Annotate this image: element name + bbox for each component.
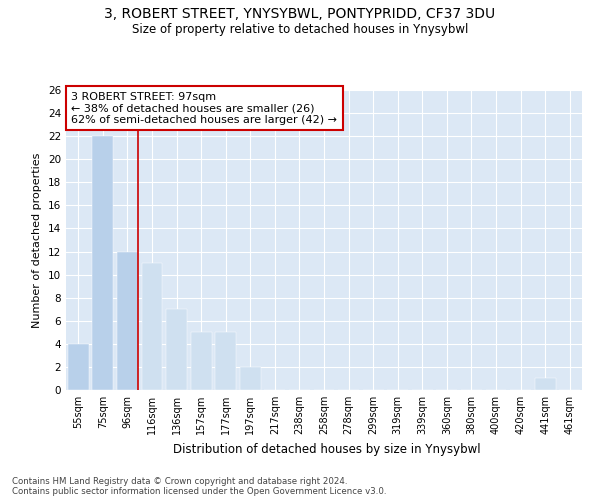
Text: Contains HM Land Registry data © Crown copyright and database right 2024.: Contains HM Land Registry data © Crown c…	[12, 478, 347, 486]
Bar	[166, 309, 187, 390]
Bar	[117, 252, 138, 390]
Bar	[535, 378, 556, 390]
Text: Distribution of detached houses by size in Ynysybwl: Distribution of detached houses by size …	[173, 442, 481, 456]
Text: 3, ROBERT STREET, YNYSYBWL, PONTYPRIDD, CF37 3DU: 3, ROBERT STREET, YNYSYBWL, PONTYPRIDD, …	[104, 8, 496, 22]
Text: Size of property relative to detached houses in Ynysybwl: Size of property relative to detached ho…	[132, 22, 468, 36]
Text: 3 ROBERT STREET: 97sqm
← 38% of detached houses are smaller (26)
62% of semi-det: 3 ROBERT STREET: 97sqm ← 38% of detached…	[71, 92, 337, 124]
Text: Contains public sector information licensed under the Open Government Licence v3: Contains public sector information licen…	[12, 488, 386, 496]
Bar	[92, 136, 113, 390]
Bar	[68, 344, 89, 390]
Bar	[240, 367, 261, 390]
Bar	[191, 332, 212, 390]
Bar	[215, 332, 236, 390]
Y-axis label: Number of detached properties: Number of detached properties	[32, 152, 43, 328]
Bar	[142, 263, 163, 390]
